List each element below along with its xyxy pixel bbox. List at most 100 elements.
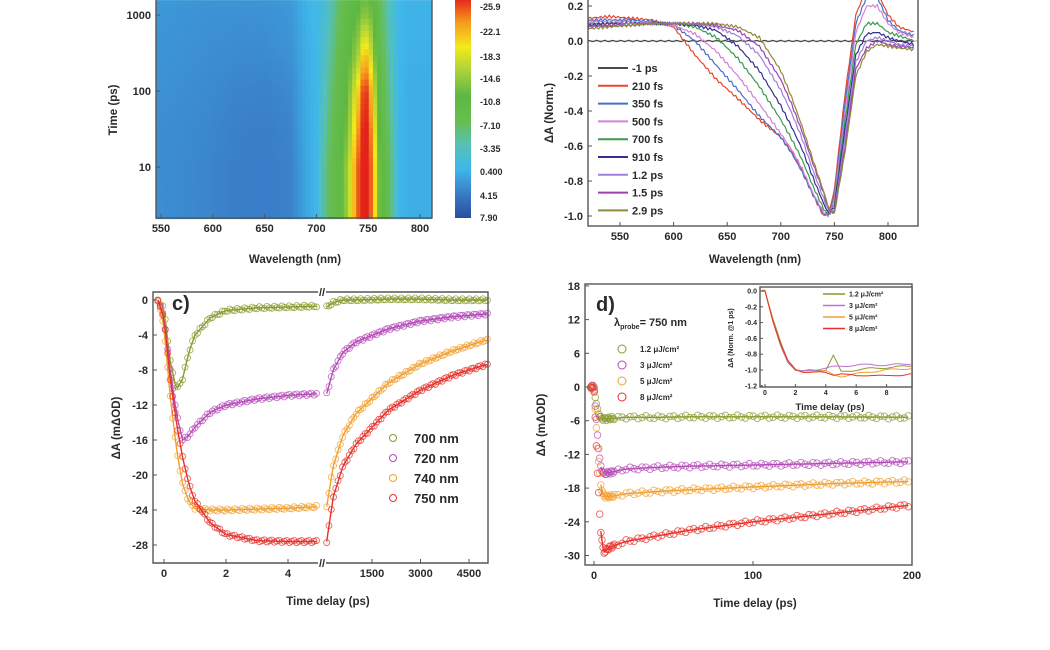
- heatmap-cell: [397, 188, 403, 195]
- heatmap-cell: [185, 133, 190, 141]
- heatmap-cell: [339, 133, 345, 141]
- heatmap-cell: [243, 145, 249, 153]
- heatmap-cell: [205, 121, 211, 129]
- heatmap-cell: [285, 97, 291, 104]
- heatmap-cell: [159, 206, 165, 214]
- heatmap-cell: [164, 188, 169, 195]
- heatmap-cell: [414, 66, 420, 74]
- heatmap-cell: [306, 200, 311, 207]
- heatmap-cell: [189, 42, 194, 50]
- heatmap-cell: [393, 121, 399, 129]
- heatmap-cell: [389, 212, 395, 220]
- heatmap-cell: [180, 188, 186, 195]
- heatmap-cell: [368, 78, 374, 86]
- x-tick-label: 1500: [360, 568, 384, 580]
- data-point: [674, 464, 682, 472]
- heatmap-cell: [272, 103, 278, 110]
- heatmap-cell: [159, 48, 165, 56]
- heatmap-cell: [314, 6, 320, 13]
- heatmap-cell: [268, 12, 274, 19]
- data-point: [825, 411, 833, 420]
- heatmap-cell: [293, 66, 299, 74]
- heatmap-cell: [180, 169, 186, 177]
- heatmap-cell: [397, 30, 403, 38]
- heatmap-cell: [176, 194, 182, 201]
- legend-label: 720 nm: [414, 451, 459, 466]
- y-tick-label: 100: [133, 86, 151, 98]
- heatmap-cell: [230, 66, 236, 74]
- colorbar-tick-label: 4.15: [480, 191, 498, 201]
- data-point: [864, 411, 873, 420]
- heatmap-cell: [318, 121, 324, 129]
- heatmap-cell: [168, 42, 174, 50]
- heatmap-cell: [389, 18, 395, 25]
- heatmap-cell: [427, 85, 432, 92]
- heatmap-cell: [222, 127, 228, 135]
- heatmap-cell: [256, 103, 261, 110]
- inset-y-tick-label: -1.2: [745, 383, 757, 390]
- heatmap-cell: [322, 121, 328, 129]
- heatmap-cell: [360, 115, 366, 123]
- heatmap-cell: [389, 145, 395, 153]
- heatmap-cell: [176, 60, 182, 68]
- data-point: [610, 415, 618, 424]
- heatmap-cell: [155, 157, 161, 165]
- heatmap-cell: [347, 0, 353, 7]
- heatmap-cell: [272, 30, 278, 38]
- heatmap-cell: [381, 12, 387, 19]
- heatmap-cell: [239, 42, 245, 50]
- heatmap-cell: [410, 169, 416, 177]
- heatmap-cell: [239, 18, 245, 25]
- heatmap-cell: [368, 48, 374, 56]
- heatmap-cell: [201, 72, 207, 80]
- heatmap-cell: [256, 97, 261, 104]
- heatmap-cell: [297, 6, 303, 13]
- heatmap-cell: [155, 60, 161, 68]
- heatmap-cell: [180, 121, 186, 129]
- heatmap-cell: [189, 145, 194, 153]
- heatmap-cell: [193, 109, 199, 116]
- legend-marker: [617, 344, 627, 354]
- heatmap-cell: [356, 145, 362, 153]
- heatmap-cell: [176, 72, 182, 80]
- inset-y-tick-label: -0.4: [745, 320, 757, 327]
- heatmap-cell: [260, 103, 265, 110]
- heatmap-cell: [352, 133, 357, 141]
- heatmap-cell: [226, 42, 232, 50]
- heatmap-cell: [222, 109, 228, 116]
- heatmap-cell: [352, 206, 357, 214]
- heatmap-cell: [164, 18, 169, 25]
- heatmap-cell: [385, 97, 391, 104]
- heatmap-cell: [155, 30, 161, 38]
- heatmap-cell: [268, 133, 274, 141]
- heatmap-cell: [427, 133, 432, 141]
- heatmap-cell: [159, 163, 165, 171]
- heatmap-cell: [235, 127, 240, 135]
- heatmap-cell: [276, 200, 282, 207]
- heatmap-cell: [268, 121, 274, 129]
- legend-label: 2.9 ps: [632, 205, 663, 217]
- inset-x-tick-label: 4: [824, 390, 828, 397]
- heatmap-cell: [222, 169, 228, 177]
- heatmap-cell: [393, 12, 399, 19]
- x-axis-label: Wavelength (nm): [249, 254, 341, 266]
- heatmap-cell: [155, 145, 161, 153]
- heatmap-cell: [176, 139, 182, 147]
- heatmap-cell: [414, 0, 420, 7]
- heatmap-cell: [364, 157, 370, 165]
- heatmap-cell: [201, 188, 207, 195]
- heatmap-cell: [289, 30, 295, 38]
- heatmap-cell: [168, 206, 174, 214]
- heatmap-cell: [356, 133, 362, 141]
- heatmap-cell: [377, 0, 382, 7]
- heatmap-cell: [423, 60, 428, 68]
- heatmap-cell: [347, 12, 353, 19]
- heatmap-cell: [427, 24, 432, 32]
- heatmap-cell: [385, 115, 391, 123]
- heatmap-cell: [389, 42, 395, 50]
- heatmap-cell: [318, 145, 324, 153]
- heatmap-cell: [210, 6, 215, 13]
- heatmap-cell: [301, 0, 307, 7]
- heatmap-cell: [310, 78, 316, 86]
